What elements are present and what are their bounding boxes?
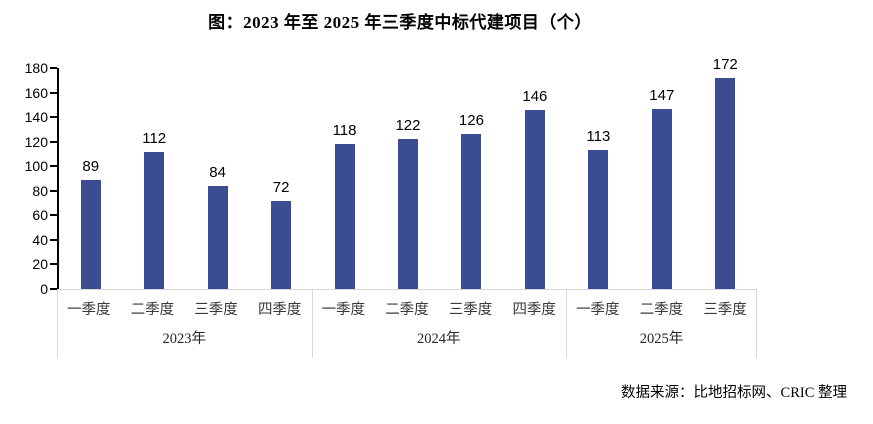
year-label: 2024年 — [417, 331, 461, 347]
y-axis-tick-label: 180 — [24, 60, 48, 76]
y-axis-tick-mark — [50, 189, 57, 192]
bar-value-label: 126 — [458, 112, 484, 130]
y-axis-tick-mark — [50, 214, 57, 217]
bar — [715, 77, 736, 289]
category-axis-area: 一季度 二季度 三季度 四季度 一季度 二季度 三季度 四季度 一季度 二季度 三季度 2023年 2… — [57, 289, 757, 358]
y-axis-tick-label: 140 — [24, 109, 48, 126]
bar-value-label: 84 — [209, 163, 226, 181]
y-axis-tick-mark — [50, 116, 57, 119]
y-axis-tick-label: 40 — [32, 231, 48, 248]
quarter-label: 三季度 — [703, 302, 747, 318]
quarter-label: 三季度 — [194, 302, 238, 318]
y-axis-tick-mark — [50, 91, 57, 94]
y-axis-tick-label: 0 — [40, 281, 48, 297]
bar-slot: 146 — [503, 68, 566, 289]
bar-value-label: 89 — [82, 157, 100, 175]
bar — [207, 185, 228, 289]
y-axis-tick-label: 20 — [32, 256, 48, 273]
quarter-label: 四季度 — [512, 302, 556, 318]
bar-slot: 122 — [376, 68, 439, 289]
y-axis-tick-label: 60 — [32, 207, 48, 224]
bar-value-label: 172 — [712, 55, 738, 73]
y-axis-tick-label: 100 — [24, 158, 48, 175]
bar-value-label: 72 — [272, 178, 290, 196]
group-separator-line — [756, 290, 757, 358]
bar-slot: 112 — [122, 68, 185, 289]
bar — [588, 150, 609, 289]
quarter-label: 三季度 — [448, 302, 493, 318]
group-separator-line — [57, 290, 58, 358]
year-label: 2025年 — [639, 331, 684, 347]
quarter-label: 二季度 — [639, 302, 684, 318]
y-axis-tick-mark — [50, 67, 57, 69]
bar-slot: 72 — [249, 68, 312, 289]
bar-slot: 118 — [313, 68, 376, 289]
y-axis-tick-mark — [50, 288, 57, 290]
bar — [144, 151, 165, 289]
bar-slot: 147 — [630, 68, 693, 289]
quarter-label: 二季度 — [130, 302, 175, 318]
bar — [397, 139, 418, 289]
bar — [80, 179, 101, 289]
y-axis-tick-mark — [50, 165, 57, 168]
y-axis-tick-mark — [50, 263, 57, 266]
bar — [334, 144, 355, 289]
bar-value-label: 122 — [395, 117, 421, 135]
quarter-label: 二季度 — [385, 302, 429, 318]
quarter-label-row: 一季度 二季度 三季度 四季度 一季度 二季度 三季度 四季度 一季度 二季度 三季度 — [57, 290, 757, 327]
bar — [271, 200, 292, 289]
bar — [651, 108, 672, 289]
y-axis-tick-label: 80 — [32, 182, 48, 199]
group-separator-line — [566, 290, 568, 358]
bar-value-label: 113 — [586, 128, 611, 146]
chart-title: 图：2023 年至 2025 年三季度中标代建项目（个） — [208, 13, 592, 32]
bar — [524, 109, 545, 289]
bar-slot: 84 — [186, 68, 249, 289]
bar — [461, 134, 482, 289]
bar-value-label: 147 — [649, 86, 675, 104]
group-separator-line — [311, 290, 313, 358]
bar-slot: 113 — [567, 68, 630, 289]
year-label: 2023年 — [162, 331, 207, 347]
quarter-label: 一季度 — [321, 302, 366, 318]
quarter-label: 四季度 — [257, 302, 302, 318]
bar-slot: 172 — [694, 56, 757, 289]
bar-value-label: 146 — [522, 87, 548, 105]
y-axis-tick-mark — [50, 140, 57, 143]
y-axis-tick-mark — [50, 238, 57, 241]
data-source-note: 数据来源：比地招标网、CRIC 整理 — [621, 385, 847, 401]
y-axis-tick-label: 160 — [24, 84, 48, 101]
year-label-row: 2023年 2024年 2025年 — [57, 327, 757, 359]
bar-slot: 126 — [440, 68, 503, 289]
y-axis-tick-label: 120 — [24, 133, 48, 150]
bar-value-label: 118 — [332, 122, 357, 140]
quarter-label: 一季度 — [576, 302, 620, 318]
quarter-label: 一季度 — [67, 302, 111, 318]
bar-slot: 89 — [59, 68, 122, 289]
plot-area: 89 112 84 72 118 122 126 146 113 147 172 — [57, 56, 757, 289]
bar-value-label: 112 — [142, 129, 167, 147]
